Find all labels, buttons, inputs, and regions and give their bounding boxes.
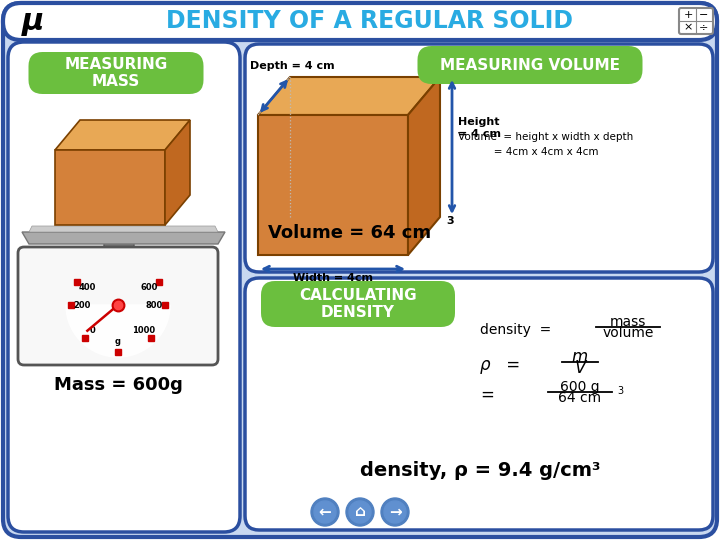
Polygon shape	[258, 77, 440, 115]
Circle shape	[381, 498, 409, 526]
Circle shape	[311, 498, 339, 526]
Text: = 4cm x 4cm x 4cm: = 4cm x 4cm x 4cm	[458, 147, 598, 157]
Text: volume: volume	[603, 326, 654, 340]
Polygon shape	[29, 226, 218, 232]
Text: 3: 3	[446, 216, 454, 226]
Circle shape	[384, 501, 406, 523]
Text: CALCULATING
DENSITY: CALCULATING DENSITY	[300, 288, 417, 320]
Text: 400: 400	[78, 282, 96, 292]
Polygon shape	[55, 120, 190, 150]
FancyBboxPatch shape	[29, 52, 204, 94]
Text: density  =: density =	[480, 323, 552, 337]
FancyBboxPatch shape	[107, 256, 130, 266]
Text: ←: ←	[319, 504, 331, 519]
Text: Width = 4cm: Width = 4cm	[293, 273, 373, 283]
Text: Volume = 64 cm: Volume = 64 cm	[268, 224, 431, 242]
Text: V: V	[575, 359, 585, 377]
Text: Volume  = height x width x depth: Volume = height x width x depth	[458, 132, 634, 142]
Text: MEASURING
MASS: MEASURING MASS	[64, 57, 168, 89]
FancyBboxPatch shape	[104, 243, 134, 261]
Polygon shape	[408, 77, 440, 255]
Polygon shape	[258, 115, 408, 255]
Text: g: g	[115, 336, 121, 346]
Text: 64 cm: 64 cm	[559, 391, 602, 405]
Polygon shape	[66, 305, 170, 357]
Text: DENSITY OF A REGULAR SOLID: DENSITY OF A REGULAR SOLID	[166, 9, 574, 33]
Text: 600 g: 600 g	[560, 380, 600, 394]
Text: Height
= 4 cm: Height = 4 cm	[458, 117, 501, 139]
Text: Depth = 4 cm: Depth = 4 cm	[250, 61, 335, 71]
Text: ×: ×	[683, 22, 693, 32]
Text: +: +	[683, 10, 693, 20]
FancyBboxPatch shape	[418, 46, 642, 84]
Text: 3: 3	[617, 386, 623, 396]
Text: density, ρ = 9.4 g/cm³: density, ρ = 9.4 g/cm³	[360, 461, 600, 480]
FancyBboxPatch shape	[8, 42, 240, 532]
FancyBboxPatch shape	[3, 3, 717, 40]
Circle shape	[314, 501, 336, 523]
Text: 200: 200	[73, 300, 91, 309]
Polygon shape	[22, 232, 225, 244]
FancyBboxPatch shape	[245, 44, 713, 272]
Text: 0: 0	[90, 326, 96, 335]
Polygon shape	[55, 150, 165, 225]
Polygon shape	[165, 120, 190, 225]
FancyBboxPatch shape	[679, 8, 713, 34]
FancyBboxPatch shape	[261, 281, 455, 327]
Text: ρ   =: ρ =	[480, 356, 520, 374]
Text: −: −	[699, 10, 708, 20]
Text: ÷: ÷	[699, 22, 708, 32]
Text: 1000: 1000	[132, 326, 155, 335]
Text: =: =	[480, 386, 494, 404]
Text: μ: μ	[22, 6, 45, 36]
Circle shape	[346, 498, 374, 526]
FancyBboxPatch shape	[3, 3, 717, 537]
Text: 800: 800	[145, 300, 163, 309]
Text: MEASURING VOLUME: MEASURING VOLUME	[440, 57, 620, 72]
Text: 600: 600	[140, 282, 158, 292]
FancyBboxPatch shape	[18, 247, 218, 365]
Text: mass: mass	[610, 315, 646, 329]
Circle shape	[349, 501, 371, 523]
Text: ⌂: ⌂	[354, 504, 366, 519]
FancyBboxPatch shape	[245, 278, 713, 530]
Text: Mass = 600g: Mass = 600g	[53, 376, 182, 394]
Text: →: →	[389, 504, 401, 519]
Text: m: m	[572, 348, 588, 366]
